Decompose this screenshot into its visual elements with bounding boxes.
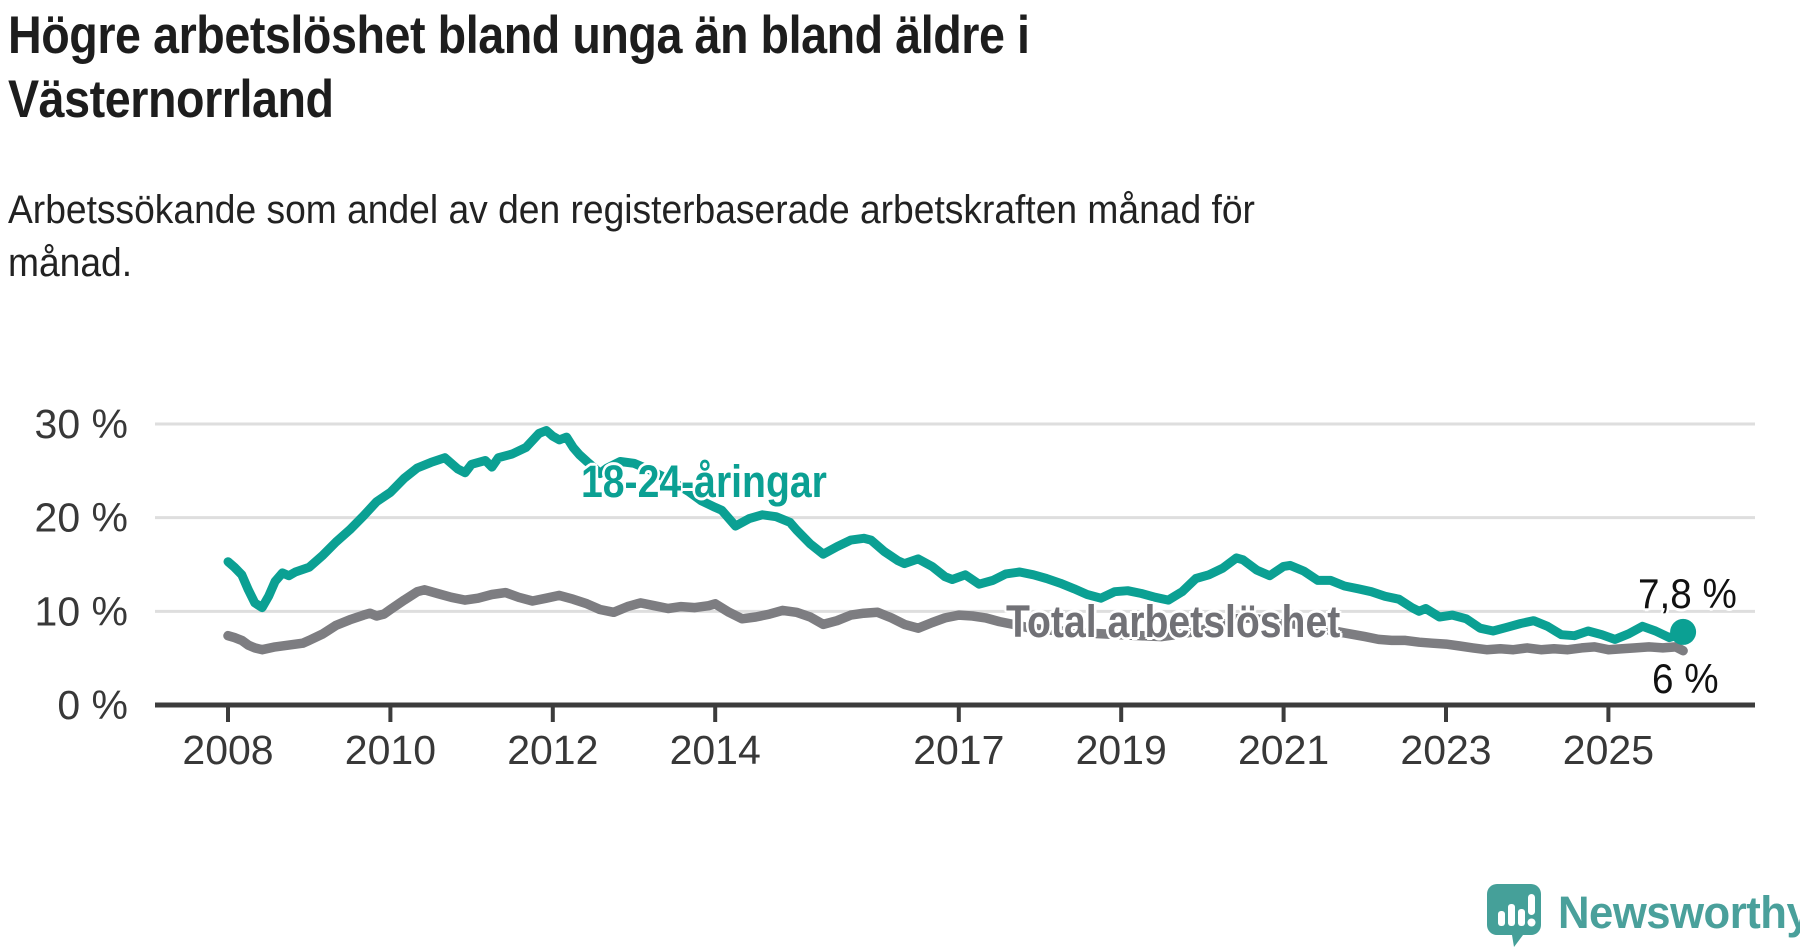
bar-1 [1498,911,1505,926]
newsworthy-bubble-icon [1487,884,1541,947]
y-tick-label-20: 20 % [35,495,128,541]
page-subtitle: Arbetssökande som andel av den registerb… [8,188,1255,286]
x-tick-label-2012: 2012 [507,727,598,773]
y-tick-label-0: 0 % [57,682,128,728]
series-label-total: Total arbetslöshet [1006,596,1341,647]
bar-3 [1518,909,1525,926]
y-tick-label-10: 10 % [35,588,128,634]
brand-name: Newsworthy [1558,887,1800,938]
series-line-18-24-åringar [223,426,1688,644]
x-tick-label-2014: 2014 [670,727,761,773]
series-line-total-arbetslöshet [223,585,1688,656]
exclamation-bar [1528,894,1535,915]
newsworthy-logo: Newsworthy [1487,884,1800,948]
series-end-dot [1670,618,1697,645]
x-tick-label-2008: 2008 [182,727,273,773]
x-tick-label-2010: 2010 [345,727,436,773]
end-value-label-18-24: 7,8 % [1638,570,1737,617]
x-tick-label-2019: 2019 [1076,727,1167,773]
end-value-label-total: 6 % [1652,655,1719,702]
exclamation-dot [1527,918,1536,927]
page-title: Högre arbetslöshet bland unga än bland ä… [8,6,1030,129]
bar-2 [1508,904,1515,926]
x-tick-label-2025: 2025 [1563,727,1654,773]
x-tick-label-2017: 2017 [913,727,1004,773]
x-tick-label-2023: 2023 [1400,727,1491,773]
y-tick-label-30: 30 % [35,401,128,447]
series-label-18-24: 18-24-åringar [581,456,827,507]
x-tick-label-2021: 2021 [1238,727,1329,773]
